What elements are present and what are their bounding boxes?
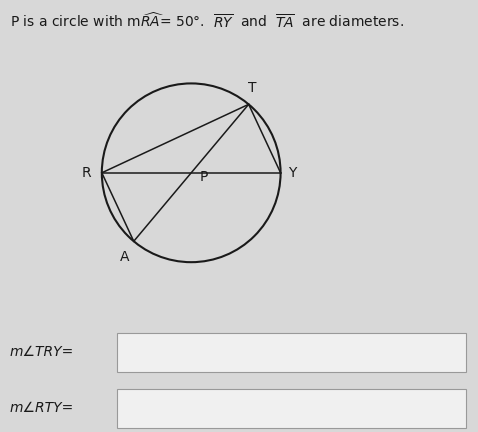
Text: m∠TRY=: m∠TRY=: [10, 345, 74, 359]
Text: Y: Y: [288, 166, 296, 180]
Text: P is a circle with m$\widehat{RA}$= 50°.  $\overline{RY}$  and  $\overline{TA}$ : P is a circle with m$\widehat{RA}$= 50°.…: [10, 11, 403, 30]
Text: A: A: [120, 250, 130, 264]
Text: P: P: [199, 170, 207, 184]
Text: m∠RTY=: m∠RTY=: [10, 401, 74, 415]
Text: T: T: [248, 81, 257, 95]
Text: R: R: [81, 166, 91, 180]
